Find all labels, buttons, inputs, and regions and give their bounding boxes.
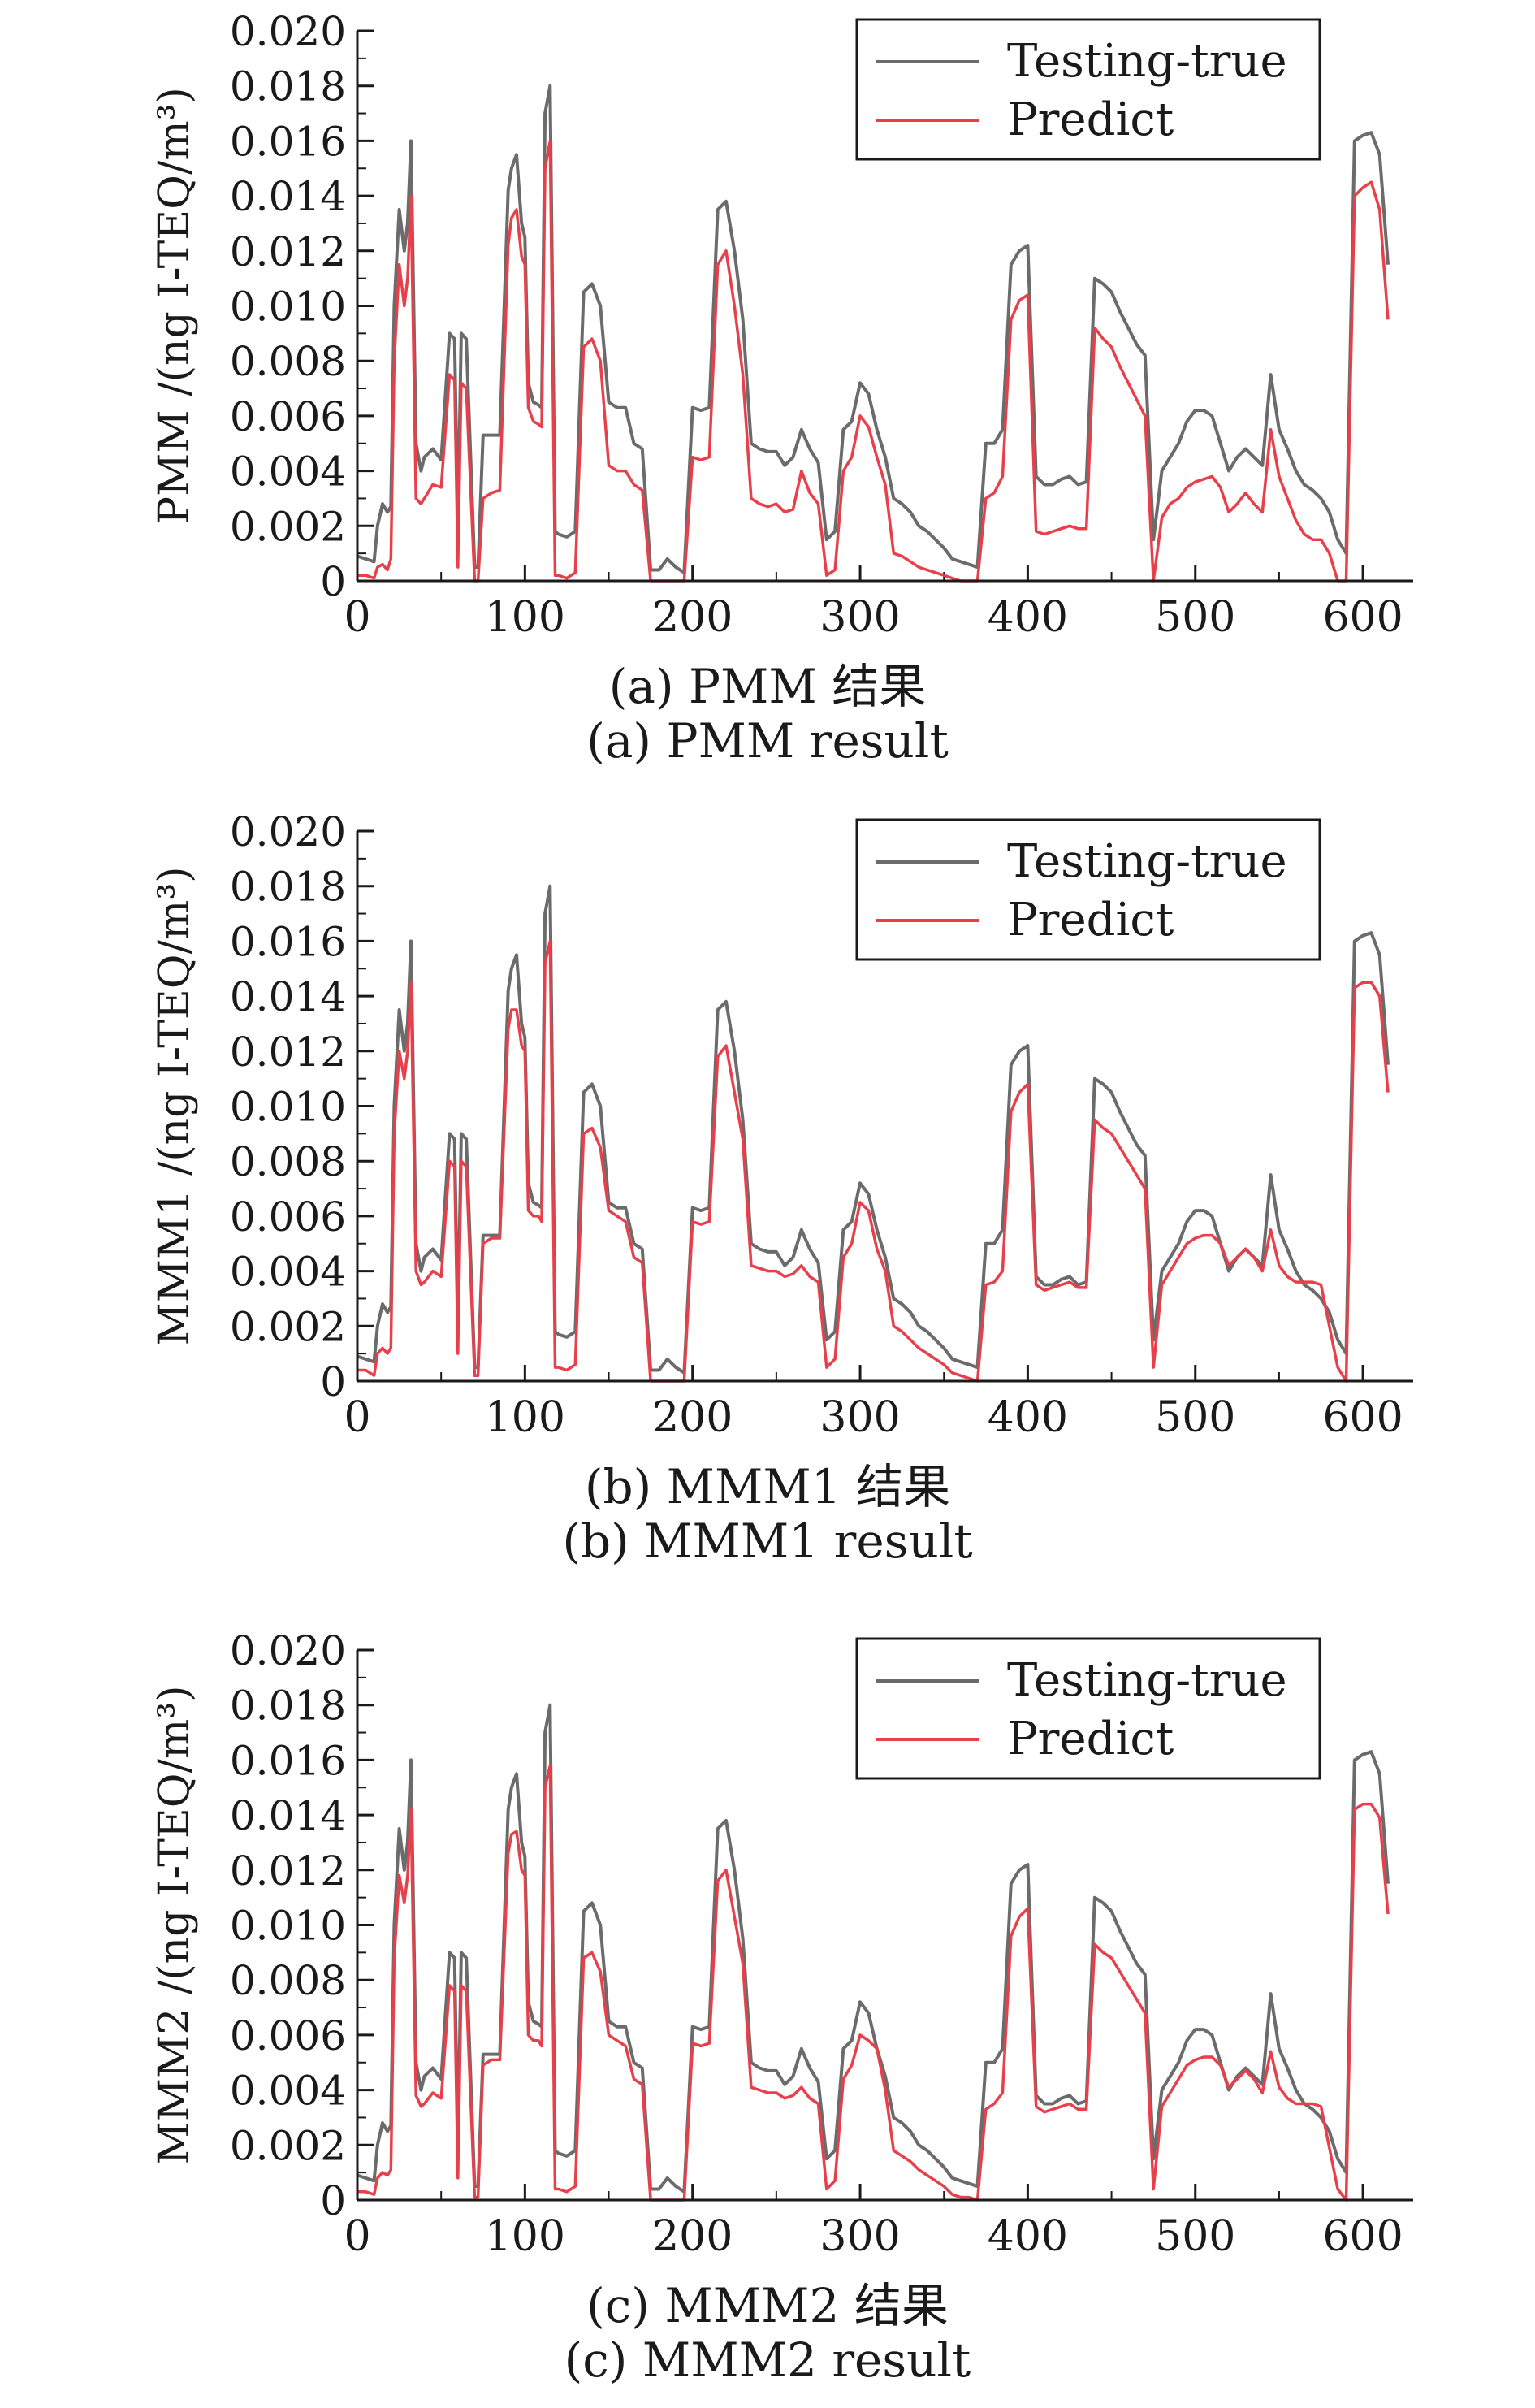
- x-tick-label: 200: [652, 1393, 733, 1434]
- caption-cn-b: (b) MMM1 结果: [584, 1459, 951, 1514]
- x-tick-label: 0: [344, 593, 370, 634]
- y-tick-label: 0.018: [230, 864, 346, 911]
- y-tick-label: 0.016: [230, 1737, 346, 1784]
- y-tick-label: 0.006: [230, 1193, 346, 1241]
- y-tick-label: 0.008: [230, 1957, 346, 2004]
- y-tick-label: 0.002: [230, 2122, 346, 2169]
- y-tick-label: 0.002: [230, 1303, 346, 1350]
- legend-label-testing-true: Testing-true: [1007, 1654, 1287, 1707]
- series-line-predict: [357, 139, 1390, 583]
- y-tick-label: 0.014: [230, 973, 346, 1020]
- x-tick-label: 400: [988, 1393, 1068, 1434]
- y-tick-label: 0.004: [230, 448, 346, 496]
- x-tick-label: 0: [344, 2212, 370, 2253]
- y-tick-label: 0.020: [230, 8, 346, 55]
- y-tick-label: 0.012: [230, 228, 346, 275]
- x-tick-label: 400: [988, 2212, 1068, 2253]
- x-tick-label: 500: [1155, 1393, 1235, 1434]
- y-tick-label: 0.006: [230, 393, 346, 440]
- x-tick-label: 100: [485, 1393, 565, 1434]
- y-axis-label: PMM /(ng I-TEQ/m³): [150, 87, 199, 525]
- y-tick-label: 0.006: [230, 2012, 346, 2059]
- y-tick-label: 0: [320, 558, 346, 605]
- x-tick-label: 200: [652, 593, 733, 634]
- y-axis-label: MMM2 /(ng I-TEQ/m³): [150, 1686, 199, 2165]
- chart-mmm1: 0 0.002 0.004 0.006 0.008 0.010 0.012 0.014 0.01…: [150, 808, 1413, 1434]
- panel-a: 0 0.002 0.004 0.006 0.008 0.010 0.012 0.014 0.01…: [0, 0, 1535, 812]
- x-tick-label: 600: [1322, 2212, 1403, 2253]
- y-tick-label: 0.010: [230, 1084, 346, 1131]
- chart-mmm2: 0 0.002 0.004 0.006 0.008 0.010 0.012 0.014 0.01…: [150, 1627, 1413, 2253]
- y-tick-label: 0: [320, 2177, 346, 2224]
- legend-label-predict: Predict: [1007, 1713, 1174, 1765]
- x-tick-label: 300: [819, 2212, 900, 2253]
- x-tick-label: 300: [819, 593, 900, 634]
- y-tick-label: 0: [320, 1358, 346, 1405]
- panel-b: 0 0.002 0.004 0.006 0.008 0.010 0.012 0.014 0.01…: [0, 800, 1535, 1613]
- y-tick-label: 0.012: [230, 1029, 346, 1076]
- x-tick-label: 0: [344, 1393, 370, 1434]
- y-tick-label: 0.018: [230, 1683, 346, 1730]
- x-tick-label: 100: [485, 593, 565, 634]
- y-tick-label: 0.008: [230, 1138, 346, 1185]
- y-tick-label: 0.014: [230, 173, 346, 220]
- y-tick-label: 0.010: [230, 284, 346, 331]
- y-tick-label: 0.002: [230, 503, 346, 550]
- caption-cn-c: (c) MMM2 结果: [586, 2278, 949, 2333]
- legend-label-testing-true: Testing-true: [1007, 835, 1287, 888]
- legend-label-testing-true: Testing-true: [1007, 35, 1287, 88]
- x-tick-label: 600: [1322, 593, 1403, 634]
- y-tick-label: 0.012: [230, 1847, 346, 1895]
- legend-box: [855, 818, 1321, 961]
- y-tick-label: 0.016: [230, 118, 346, 165]
- y-tick-label: 0.004: [230, 2068, 346, 2115]
- x-tick-label: 300: [819, 1393, 900, 1434]
- y-axis-label: MMM1 /(ng I-TEQ/m³): [150, 867, 199, 1346]
- y-tick-label: 0.018: [230, 63, 346, 110]
- x-tick-label: 100: [485, 2212, 565, 2253]
- series-line-predict: [357, 939, 1390, 1383]
- y-tick-label: 0.020: [230, 1627, 346, 1674]
- x-tick-label: 500: [1155, 2212, 1235, 2253]
- x-tick-label: 500: [1155, 593, 1235, 634]
- x-tick-label: 600: [1322, 1393, 1403, 1434]
- y-tick-label: 0.014: [230, 1792, 346, 1839]
- y-tick-label: 0.020: [230, 808, 346, 855]
- y-tick-label: 0.010: [230, 1903, 346, 1950]
- legend-label-predict: Predict: [1007, 894, 1174, 946]
- legend-box: [855, 1637, 1321, 1780]
- caption-en-b: (b) MMM1 result: [562, 1514, 973, 1569]
- legend-box: [855, 18, 1321, 161]
- x-tick-label: 200: [652, 2212, 733, 2253]
- y-tick-label: 0.016: [230, 918, 346, 965]
- legend-label-predict: Predict: [1007, 93, 1174, 146]
- caption-en-a: (a) PMM result: [586, 713, 949, 769]
- y-tick-label: 0.004: [230, 1249, 346, 1296]
- chart-pmm: 0 0.002 0.004 0.006 0.008 0.010 0.012 0.014 0.01…: [150, 8, 1413, 634]
- series-line-predict: [357, 1764, 1390, 2202]
- y-tick-label: 0.008: [230, 338, 346, 385]
- caption-en-c: (c) MMM2 result: [564, 2332, 971, 2388]
- x-tick-label: 400: [988, 593, 1068, 634]
- panel-c: 0 0.002 0.004 0.006 0.008 0.010 0.012 0.014 0.01…: [0, 1619, 1535, 2408]
- caption-cn-a: (a) PMM 结果: [608, 659, 927, 714]
